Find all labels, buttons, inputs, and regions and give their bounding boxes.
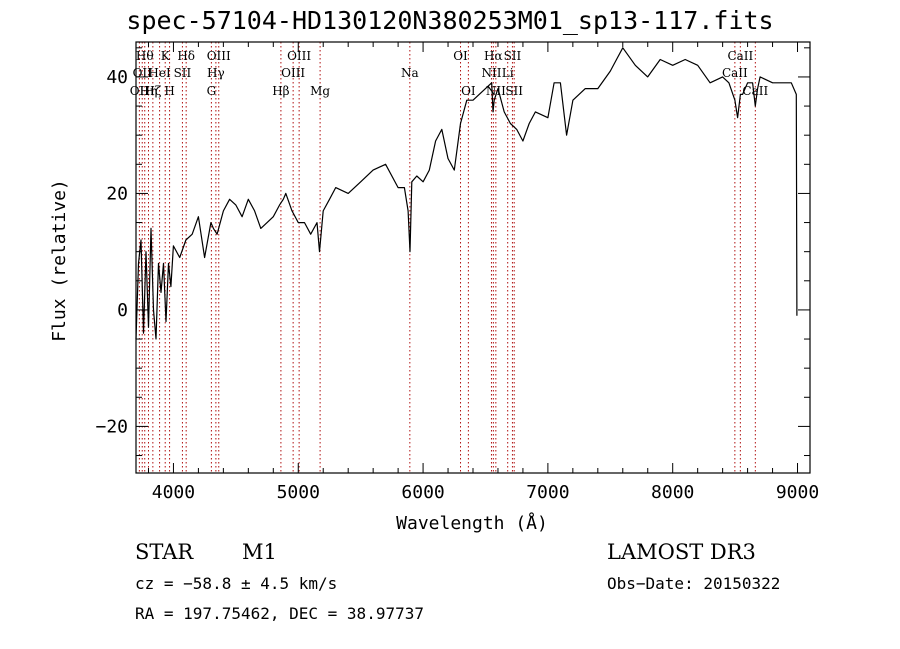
line-label: Hδ [177,49,195,63]
line-label: OI [453,49,468,63]
redshift-text: cz = −58.8 ± 4.5 km/s [135,574,338,593]
survey-label: LAMOST DR3 [607,540,756,564]
line-label: OIII [287,49,311,63]
x-tick-label: 8000 [651,482,694,503]
class-label: STAR [135,540,194,564]
line-label: Hη [140,84,158,98]
subclass-label: M1 [242,540,277,564]
line-label: H [164,84,174,98]
emission-line-markers [138,42,756,473]
line-label: Hγ [207,66,225,80]
line-label: Hζ [144,84,161,98]
line-label: Li [502,66,514,80]
y-tick-label: −20 [95,416,128,437]
line-label: SII [505,84,523,98]
y-tick-label: 0 [117,300,128,321]
line-label: SII [504,49,522,63]
line-label: CaII [742,84,768,98]
plot-frame [135,41,811,474]
line-label: NII [486,84,506,98]
line-label: Hβ [272,84,289,98]
coordinates-text: RA = 197.75462, DEC = 38.97737 [135,604,424,623]
line-label: K [161,49,171,63]
line-label: G [207,84,217,98]
line-label: OII [130,84,150,98]
chart-title: spec-57104-HD130120N380253M01_sp13-117.f… [126,6,774,35]
axis-ticks: 4000 5000 6000 7000 8000 9000 −20 0 20 40 [95,42,819,503]
line-label: OIII [207,49,231,63]
line-label: OI [461,84,476,98]
line-label: NII [481,66,501,80]
line-label: Hθ [136,49,154,63]
y-tick-label: 40 [106,67,128,88]
line-label: Hα [484,49,503,63]
line-label: Na [401,66,419,80]
line-label: SII [174,66,192,80]
x-tick-label: 6000 [401,482,444,503]
plot-border [135,41,811,474]
x-axis-label: Wavelength (Å) [396,512,548,534]
y-tick-label: 20 [106,183,128,204]
spectrum-line [135,47,798,340]
spectrum-series [135,47,798,340]
line-label: Mg [310,84,330,98]
line-label: HeI [148,66,171,80]
x-tick-label: 7000 [526,482,569,503]
line-label: CaII [727,49,753,63]
line-label: CaII [722,66,748,80]
x-tick-label: 4000 [152,482,195,503]
line-labels: OIIOIIHθHηHζHeIKHSIIHδGHγOIIIHβOIIIOIIIM… [130,49,769,98]
line-label: OIII [281,66,305,80]
obs-date-text: Obs−Date: 20150322 [607,574,781,593]
x-tick-label: 9000 [776,482,819,503]
x-tick-label: 5000 [277,482,320,503]
line-label: OII [133,66,153,80]
